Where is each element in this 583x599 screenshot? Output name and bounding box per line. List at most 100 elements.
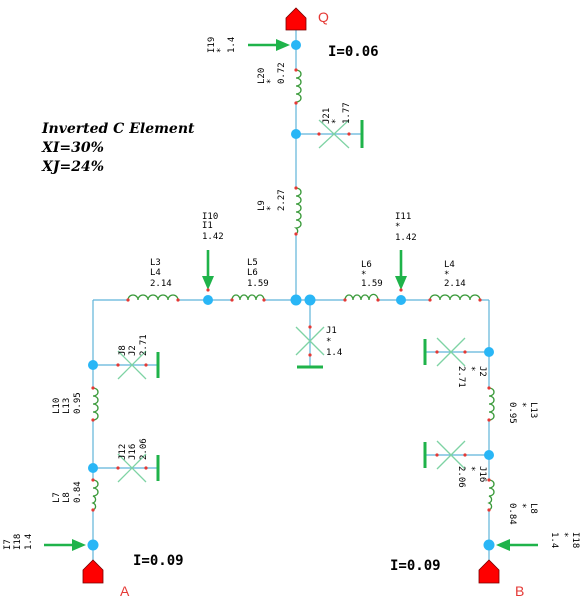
junction-j12 — [117, 453, 160, 483]
wires — [92, 30, 490, 565]
label-i10-sub: I1 — [202, 221, 213, 231]
label-j2-name: J2 — [477, 366, 487, 377]
label-j1-mark: * — [326, 337, 331, 347]
port-q-label: Q — [318, 9, 329, 25]
port-b-shape[interactable] — [478, 559, 500, 584]
label-l5-name: L5 — [247, 258, 258, 268]
inductor-l10 — [92, 387, 99, 421]
label-l5-sub: L6 — [247, 268, 258, 278]
label-i18-value: 1.4 — [549, 532, 559, 548]
current-sources — [44, 39, 538, 551]
label-j12-sub: J16 — [128, 444, 138, 460]
label-l20-name: L20 — [257, 68, 267, 84]
label-l8: 0.84 * L8 — [507, 503, 538, 525]
label-i7-sub: I18 — [13, 534, 23, 550]
label-l4-name: L4 — [444, 260, 455, 270]
label-i18: 1.4 * I18 — [549, 532, 580, 548]
label-l6-name: L6 — [361, 260, 372, 270]
node-j16[interactable] — [484, 450, 494, 460]
inductor-l6 — [344, 293, 379, 301]
label-l10-sub: L13 — [62, 398, 72, 414]
node-i11[interactable] — [396, 295, 406, 305]
label-l13-mark: * — [517, 402, 527, 407]
junction-j21 — [318, 119, 364, 149]
junction-j16 — [423, 440, 466, 470]
port-a-label: A — [120, 583, 130, 599]
node-b[interactable] — [483, 539, 495, 551]
label-j12: J12 J16 2.06 — [118, 438, 149, 460]
node-j2[interactable] — [484, 347, 494, 357]
node-a[interactable] — [87, 539, 99, 551]
inductor-l8 — [487, 479, 495, 511]
current-left-label: I=0.09 — [133, 553, 184, 569]
label-l9: L9 * 2.27 — [257, 189, 287, 211]
label-i19: I19 * 1.4 — [207, 37, 237, 53]
port-q-shape[interactable] — [285, 7, 307, 31]
inductor-l4 — [429, 294, 481, 301]
label-l6-mark: * — [361, 270, 366, 280]
current-top-label: I=0.06 — [328, 44, 379, 60]
label-l8-name: L8 — [528, 503, 538, 514]
label-l3-sub: L4 — [150, 268, 161, 278]
label-l8-value: 0.84 — [507, 503, 517, 525]
label-j12-name: J12 — [118, 444, 128, 460]
label-l13: 0.95 * L13 — [507, 402, 538, 424]
label-j16-value: 2.06 — [456, 466, 466, 488]
label-l6: L6 * 1.59 — [361, 260, 383, 289]
junction-j8 — [117, 350, 160, 380]
label-j8-name: J8 — [118, 345, 128, 356]
terminal-dots — [91, 68, 491, 512]
label-l3-value: 2.14 — [150, 279, 172, 289]
label-i11: I11 * 1.42 — [395, 212, 417, 243]
node-i10[interactable] — [203, 295, 213, 305]
inductors — [91, 69, 495, 511]
port-b-label: B — [515, 583, 524, 599]
nodes — [87, 40, 495, 551]
label-l10-value: 0.95 — [73, 392, 83, 414]
label-i11-value: 1.42 — [395, 233, 417, 243]
label-l9-name: L9 — [257, 200, 267, 211]
label-l9-mark: * — [266, 206, 276, 211]
label-l13-name: L13 — [528, 402, 538, 418]
inductor-l9 — [293, 187, 302, 235]
label-j8-value: 2.71 — [139, 334, 149, 356]
label-i10-value: 1.42 — [202, 232, 224, 242]
label-l4-mark: * — [444, 270, 449, 280]
inductor-l5 — [231, 294, 265, 301]
label-j1-value: 1.4 — [326, 348, 342, 358]
port-a-shape[interactable] — [82, 559, 104, 584]
label-l10-name: L10 — [52, 398, 62, 414]
label-l4: L4 * 2.14 — [444, 260, 466, 289]
title-line-1: Inverted C Element — [41, 121, 195, 137]
node-j21[interactable] — [291, 129, 301, 139]
label-j8: J8 J2 2.71 — [118, 334, 149, 356]
label-j21: J21 * 1.77 — [322, 102, 352, 124]
label-i11-name: I11 — [395, 212, 411, 222]
label-l8-mark: * — [517, 503, 527, 508]
node-center-left[interactable] — [290, 294, 302, 306]
arrow-i7 — [44, 539, 86, 551]
label-l7-sub: L8 — [62, 492, 72, 503]
label-l5-value: 1.59 — [247, 279, 269, 289]
label-i18-mark: * — [559, 532, 569, 537]
label-l10: L10 L13 0.95 — [52, 392, 83, 414]
arrow-i19 — [248, 39, 290, 51]
label-j16-name: J16 — [477, 466, 487, 482]
label-l3-name: L3 — [150, 258, 161, 268]
label-i7-value: 1.4 — [24, 534, 34, 550]
junctions — [117, 119, 466, 483]
label-i7: I7 I18 1.4 — [3, 534, 34, 550]
label-j21-value: 1.77 — [342, 102, 352, 124]
label-j2-value: 2.71 — [456, 366, 466, 388]
label-j1: J1 * 1.4 — [326, 326, 342, 358]
label-l13-value: 0.95 — [507, 402, 517, 424]
label-i10-name: I10 — [202, 212, 218, 222]
inductor-l20 — [295, 69, 302, 103]
node-q[interactable] — [291, 40, 301, 50]
node-j12[interactable] — [88, 463, 98, 473]
arrow-i11 — [395, 250, 407, 290]
label-l7-value: 0.84 — [73, 481, 83, 503]
node-center-right[interactable] — [304, 294, 316, 306]
node-j8[interactable] — [88, 360, 98, 370]
inductor-l13 — [488, 387, 495, 421]
